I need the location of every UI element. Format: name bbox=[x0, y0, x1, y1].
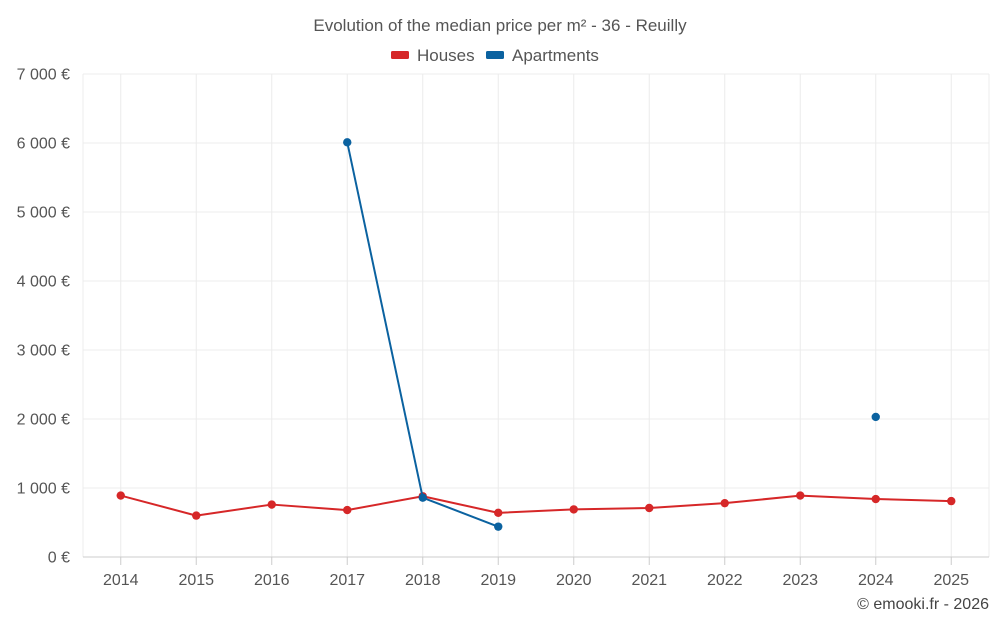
legend-item-apartments[interactable]: Apartments bbox=[486, 46, 599, 65]
x-tick-label: 2020 bbox=[556, 572, 592, 589]
y-tick-label: 6 000 € bbox=[17, 136, 70, 153]
y-tick-label: 4 000 € bbox=[17, 274, 70, 291]
legend: Houses Apartments bbox=[391, 46, 599, 65]
x-tick-label: 2016 bbox=[254, 572, 290, 589]
y-tick-label: 2 000 € bbox=[17, 412, 70, 429]
data-point-apartments[interactable] bbox=[494, 522, 503, 531]
credit-text: © emooki.fr - 2026 bbox=[857, 596, 989, 613]
data-point-houses[interactable] bbox=[947, 496, 956, 506]
data-point-houses[interactable] bbox=[343, 505, 352, 515]
axis-layer: 0 € 1 000 € 2 000 € 3 000 € 4 000 € 5 000 € 6 … bbox=[17, 67, 989, 589]
data-point-apartments[interactable] bbox=[418, 493, 427, 502]
chart-title: Evolution of the median price per m² - 3… bbox=[313, 16, 687, 35]
x-tick-label: 2015 bbox=[178, 572, 214, 589]
data-point-houses[interactable] bbox=[267, 500, 276, 509]
x-tick-label: 2018 bbox=[405, 572, 441, 589]
y-tick-label: 7 000 € bbox=[17, 67, 70, 84]
x-tick-label: 2017 bbox=[329, 572, 365, 589]
data-point-apartments[interactable] bbox=[871, 412, 880, 422]
x-tick-label: 2019 bbox=[480, 572, 516, 589]
legend-swatch-houses bbox=[391, 51, 409, 59]
legend-swatch-apartments bbox=[486, 51, 504, 59]
x-tick-label: 2024 bbox=[858, 572, 894, 589]
y-tick-label: 1 000 € bbox=[17, 481, 70, 498]
legend-label-houses: Houses bbox=[417, 46, 475, 65]
series-houses bbox=[116, 491, 956, 520]
data-point-apartments[interactable] bbox=[343, 138, 352, 147]
x-tick-label: 2014 bbox=[103, 572, 139, 589]
data-point-houses[interactable] bbox=[192, 511, 201, 520]
y-tick-label: 0 € bbox=[48, 550, 70, 567]
y-tick-label: 5 000 € bbox=[17, 205, 70, 222]
grid-layer bbox=[82, 73, 990, 557]
data-point-houses[interactable] bbox=[871, 494, 880, 504]
data-point-houses[interactable] bbox=[720, 498, 729, 508]
x-tick-label: 2025 bbox=[933, 572, 969, 589]
y-tick-label: 3 000 € bbox=[17, 343, 70, 360]
series-layer bbox=[116, 138, 956, 531]
data-point-houses[interactable] bbox=[645, 503, 654, 513]
series-line-houses bbox=[120, 494, 952, 517]
data-point-houses[interactable] bbox=[796, 491, 805, 500]
legend-label-apartments: Apartments bbox=[512, 46, 599, 65]
data-point-houses[interactable] bbox=[116, 491, 125, 500]
series-apartments bbox=[343, 138, 880, 531]
data-point-houses[interactable] bbox=[569, 505, 578, 514]
x-tick-label: 2023 bbox=[782, 572, 818, 589]
data-point-houses[interactable] bbox=[494, 508, 503, 518]
legend-item-houses[interactable]: Houses bbox=[391, 46, 475, 65]
x-tick-label: 2022 bbox=[707, 572, 743, 589]
x-tick-label: 2021 bbox=[631, 572, 667, 589]
